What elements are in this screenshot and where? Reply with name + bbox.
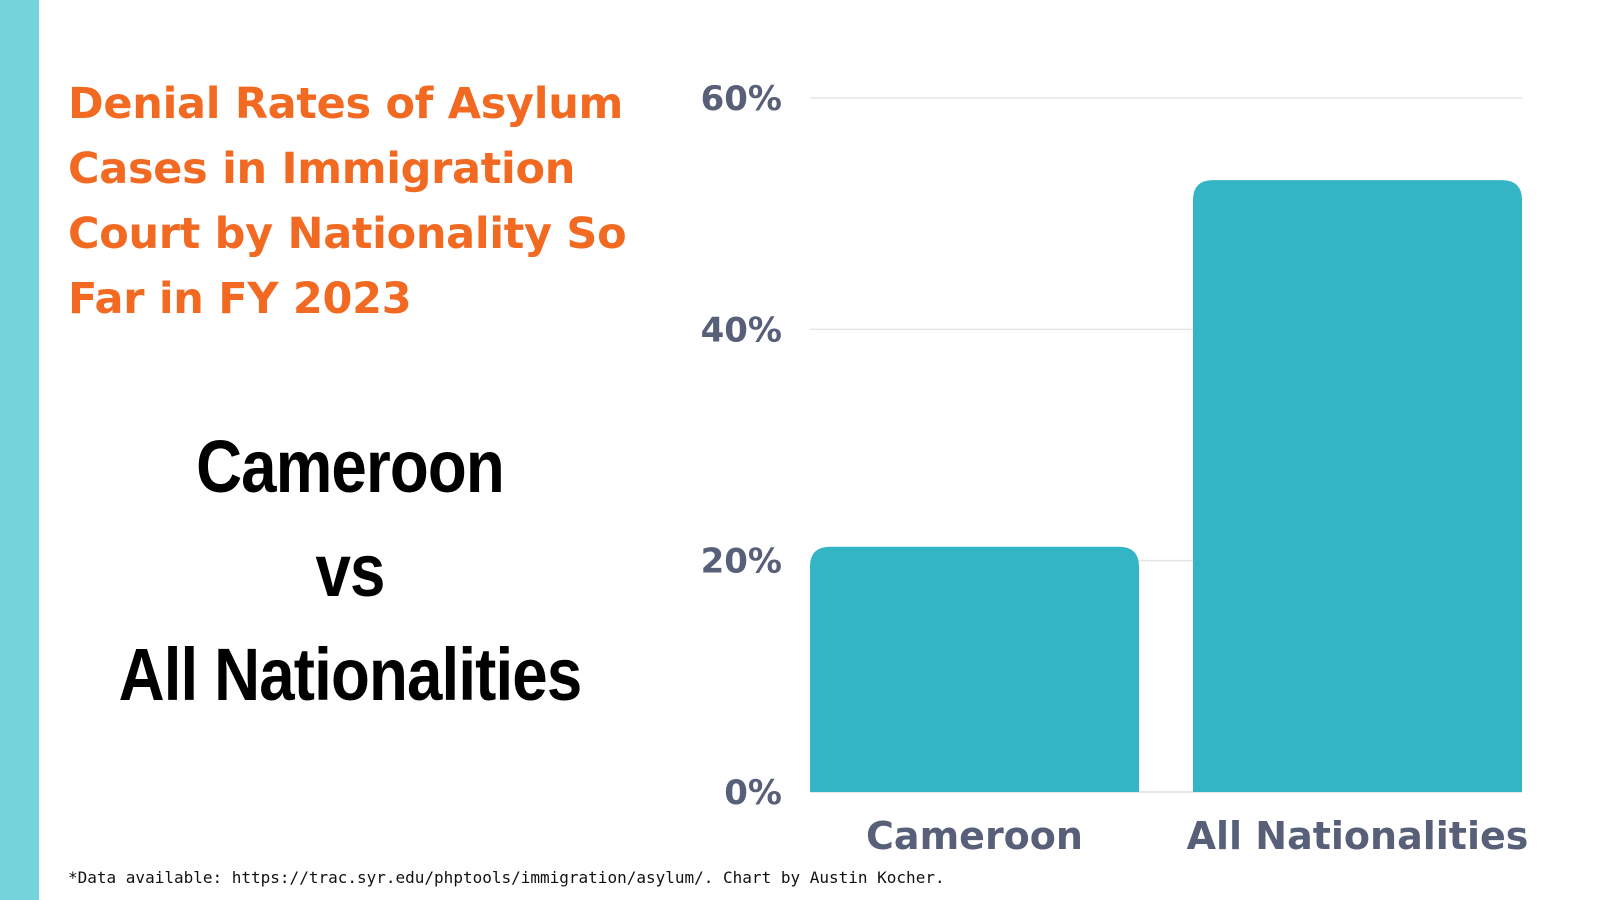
y-axis-ticks: 0% 20% 40% 60% bbox=[701, 79, 782, 813]
left-accent-stripe bbox=[0, 0, 39, 900]
comparison-heading: Cameroon vs All Nationalities bbox=[40, 415, 660, 727]
y-tick-label: 0% bbox=[724, 773, 782, 813]
chart-title: Denial Rates of Asylum Cases in Immigrat… bbox=[68, 79, 627, 324]
comparison-line-all-nationalities: All Nationalities bbox=[118, 633, 583, 716]
source-footnote: *Data available: https://trac.syr.edu/ph… bbox=[68, 868, 945, 887]
y-tick-label: 40% bbox=[701, 310, 782, 350]
y-tick-label: 20% bbox=[701, 542, 782, 582]
x-axis-categories: Cameroon All Nationalities bbox=[866, 814, 1528, 858]
comparison-line-cameroon: Cameroon bbox=[196, 425, 505, 508]
bars bbox=[810, 180, 1522, 792]
x-category-label: All Nationalities bbox=[1187, 814, 1529, 858]
x-category-label: Cameroon bbox=[866, 814, 1083, 858]
comparison-line-vs: vs bbox=[315, 529, 385, 612]
bar-cameroon bbox=[810, 546, 1139, 792]
y-tick-label: 60% bbox=[701, 79, 782, 119]
bar-all-nationalities bbox=[1193, 180, 1522, 792]
